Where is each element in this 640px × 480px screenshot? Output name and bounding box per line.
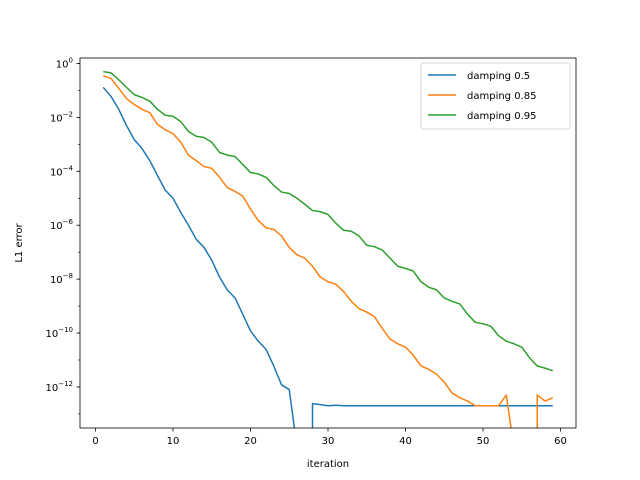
y-tick-label: 10−10	[45, 326, 73, 340]
x-tick-label: 40	[399, 436, 412, 447]
y-axis: 100 10−2 10−4 10−6 10−8 10−10 10−12	[45, 57, 80, 415]
legend-box	[420, 62, 571, 130]
x-axis: 0 10 20 30 40 50 60	[92, 428, 567, 447]
x-tick-label: 10	[167, 436, 180, 447]
series-layer	[102, 70, 554, 428]
y-tick-label: 10−6	[50, 218, 74, 232]
y-tick-label: 10−12	[45, 380, 73, 394]
series-line-2	[103, 75, 554, 428]
x-tick-label: 30	[322, 436, 335, 447]
y-tick-label: 10−2	[50, 110, 73, 124]
series-line-3	[103, 70, 553, 372]
legend-label-2: damping 0.85	[467, 91, 536, 102]
legend-label-3: damping 0.95	[467, 111, 536, 122]
series-line-1	[102, 86, 553, 428]
y-axis-label: L1 error	[14, 222, 25, 262]
legend: damping 0.5 damping 0.85 damping 0.95	[420, 62, 571, 130]
y-tick-label: 10−8	[50, 272, 73, 286]
y-tick-label: 10−4	[50, 164, 74, 178]
legend-label-1: damping 0.5	[467, 71, 530, 82]
x-tick-label: 20	[244, 436, 257, 447]
x-tick-label: 0	[92, 436, 98, 447]
x-axis-label: iteration	[307, 459, 349, 470]
x-tick-label: 60	[554, 436, 567, 447]
x-tick-label: 50	[477, 436, 490, 447]
plot-area	[102, 70, 554, 428]
y-tick-label: 100	[56, 57, 73, 71]
